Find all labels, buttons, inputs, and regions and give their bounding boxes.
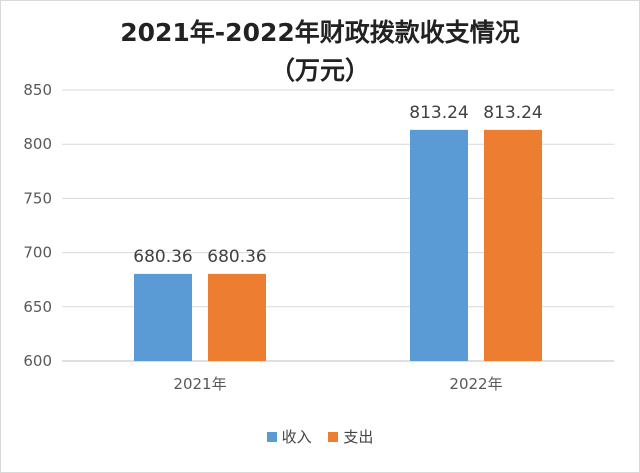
y-axis-ticks: 600 650 700 750 800 850: [23, 81, 52, 370]
data-label-expense-0: 680.36: [207, 247, 266, 267]
data-label-income-0: 680.36: [133, 247, 192, 267]
chart-title: 2021年-2022年财政拨款收支情况: [120, 18, 520, 47]
y-tick-label-750: 750: [23, 189, 52, 207]
x-tick-label-1: 2022年: [449, 375, 502, 393]
legend: 收入 支出: [0, 426, 640, 447]
data-labels-layer: 680.36 680.36 813.24 813.24: [133, 103, 542, 267]
y-tick-label-650: 650: [23, 298, 52, 316]
bars-layer: [134, 129, 542, 361]
x-axis-ticks: 2021年 2022年: [173, 375, 502, 393]
chart-title-block: 2021年-2022年财政拨款收支情况 （万元）: [0, 14, 640, 90]
legend-item-income: 收入: [266, 426, 312, 447]
y-tick-label-600: 600: [23, 352, 52, 370]
y-tick-label-800: 800: [23, 135, 52, 153]
bar-expense-0: [208, 273, 266, 361]
legend-swatch-expense: [328, 431, 339, 442]
legend-item-expense: 支出: [328, 426, 373, 447]
x-tick-label-0: 2021年: [173, 375, 226, 393]
chart-subtitle: （万元）: [269, 56, 370, 85]
data-label-expense-1: 813.24: [483, 103, 542, 123]
legend-label-expense: 支出: [343, 428, 374, 446]
data-label-income-1: 813.24: [409, 103, 468, 123]
y-tick-label-850: 850: [23, 81, 52, 99]
y-tick-label-700: 700: [23, 244, 52, 262]
bar-income-1: [410, 129, 468, 361]
bar-income-0: [134, 273, 192, 361]
bar-expense-1: [484, 129, 542, 361]
legend-swatch-income: [266, 431, 277, 442]
legend-label-income: 收入: [281, 428, 312, 446]
